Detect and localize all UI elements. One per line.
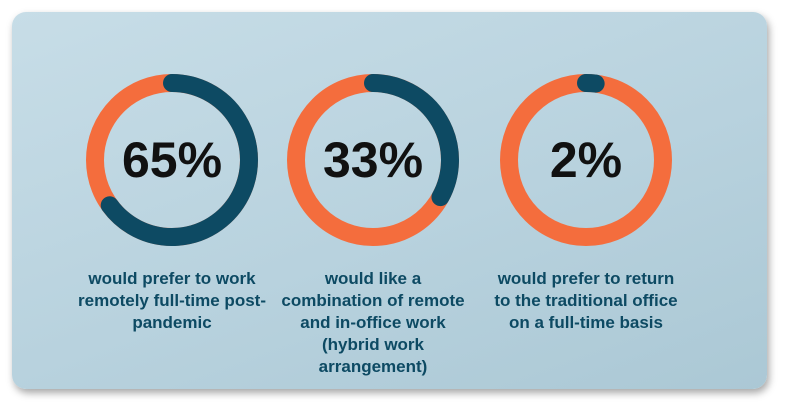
gauge-arc [364, 74, 459, 207]
value-label: 2% [550, 132, 622, 188]
gauge-arc [577, 74, 605, 93]
caption: would prefer to return to the traditiona… [494, 269, 678, 332]
value-label: 33% [323, 132, 423, 188]
value-label: 65% [122, 132, 222, 188]
caption: would prefer to work remotely full-time … [78, 269, 266, 332]
caption: would like a combination of remote and i… [281, 269, 465, 376]
gauge-arc [100, 74, 258, 246]
